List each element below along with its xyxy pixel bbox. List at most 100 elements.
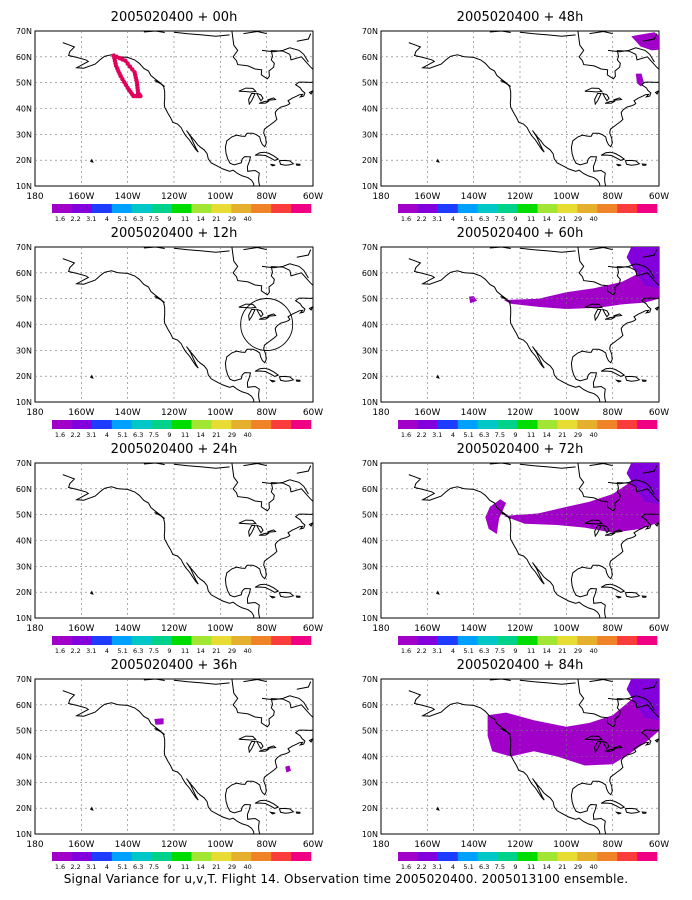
y-tick-label: 50N: [16, 727, 32, 736]
colorbar-label: 9: [167, 647, 171, 655]
colorbar-swatch: [477, 636, 498, 645]
island-outline: [308, 738, 313, 743]
panel-title: 2005020400 + 12h: [111, 226, 238, 241]
colorbar-swatch: [271, 204, 292, 213]
colorbar-label: 7.5: [495, 647, 505, 655]
x-tick-label: 60W: [649, 624, 669, 634]
y-tick-label: 70N: [362, 243, 378, 252]
colorbar-label: 2.2: [70, 215, 80, 223]
colorbar-swatch: [251, 420, 272, 429]
colorbar-swatch: [171, 636, 192, 645]
colorbar-label: 14: [197, 647, 205, 655]
island-outline: [90, 374, 94, 379]
island-outline: [436, 158, 440, 163]
colorbar-label: 21: [558, 215, 566, 223]
x-tick-label: 120W: [161, 408, 187, 418]
y-tick-label: 40N: [16, 105, 32, 114]
island-outline: [270, 163, 276, 167]
colorbar-label: 40: [244, 215, 252, 223]
coastline: [173, 247, 230, 253]
island-outline: [308, 306, 313, 311]
x-tick-label: 160W: [414, 408, 440, 418]
colorbar-swatch: [71, 204, 93, 213]
coastline: [607, 479, 655, 495]
y-tick-label: 50N: [362, 511, 378, 520]
y-tick-label: 50N: [362, 79, 378, 88]
x-tick-label: 160W: [414, 192, 440, 202]
lake-outline: [267, 745, 277, 749]
colorbar-swatch: [191, 852, 212, 861]
island-outline: [436, 806, 440, 811]
colorbar-label: 5.1: [117, 215, 127, 223]
panel-title: 2005020400 + 84h: [457, 658, 584, 673]
y-tick-label: 20N: [362, 372, 378, 381]
colorbar-label: 4: [451, 863, 455, 871]
colorbar-swatch: [271, 636, 292, 645]
colorbar-swatch: [111, 636, 132, 645]
island-outline: [600, 799, 626, 809]
island-outline: [90, 590, 94, 595]
colorbar-label: 5.1: [463, 215, 473, 223]
lake-outline: [601, 308, 610, 318]
y-tick-label: 60N: [16, 269, 32, 278]
colorbar-label: 14: [197, 431, 205, 439]
colorbar-label: 1.6: [401, 863, 411, 871]
coastline: [589, 679, 613, 683]
coastline: [607, 263, 655, 279]
colorbar-label: 1.6: [55, 863, 65, 871]
colorbar-label: 1.6: [55, 647, 65, 655]
lake-outline: [601, 92, 610, 102]
x-tick-label: 120W: [507, 408, 533, 418]
colorbar-swatch: [211, 636, 232, 645]
x-tick-label: 80W: [602, 192, 622, 202]
coastline: [577, 247, 659, 296]
colorbar-swatch: [417, 852, 439, 861]
colorbar-label: 3.1: [432, 431, 442, 439]
island-outline: [614, 595, 622, 599]
island-outline: [278, 159, 295, 166]
y-tick-label: 70N: [362, 27, 378, 36]
colorbar-swatch: [71, 420, 93, 429]
x-tick-label: 80W: [602, 408, 622, 418]
y-tick-label: 10N: [16, 614, 32, 623]
coastline: [607, 695, 655, 711]
panel-title: 2005020400 + 24h: [111, 442, 238, 457]
colorbar-label: 5.1: [463, 431, 473, 439]
x-tick-label: 120W: [161, 192, 187, 202]
island-outline: [295, 379, 301, 382]
coastline: [408, 474, 601, 618]
colorbar-label: 14: [543, 647, 551, 655]
signal-labrador: [626, 247, 659, 289]
x-tick-label: 100W: [553, 840, 579, 850]
colorbar-swatch: [497, 636, 518, 645]
colorbar-label: 3.1: [86, 431, 96, 439]
y-tick-label: 40N: [16, 753, 32, 762]
x-tick-label: 180: [26, 624, 43, 634]
colorbar-label: 21: [558, 863, 566, 871]
colorbar-label: 29: [228, 863, 236, 871]
y-tick-label: 20N: [362, 156, 378, 165]
island-outline: [278, 375, 295, 382]
lake-outline: [258, 100, 270, 104]
colorbar-label: 29: [228, 431, 236, 439]
lake-outline: [267, 313, 277, 317]
colorbar-label: 6.3: [133, 431, 143, 439]
coastline: [143, 247, 165, 249]
lake-outline: [238, 735, 257, 741]
coastline: [519, 31, 576, 37]
y-tick-label: 20N: [362, 588, 378, 597]
signal-labrador: [626, 679, 659, 721]
colorbar-label: 4: [105, 863, 109, 871]
colorbar-swatch: [231, 852, 252, 861]
island-outline: [278, 807, 295, 814]
colorbar-label: 7.5: [149, 863, 159, 871]
colorbar-label: 1.6: [401, 215, 411, 223]
x-tick-label: 120W: [161, 840, 187, 850]
colorbar-swatch: [617, 636, 638, 645]
island-outline: [295, 811, 301, 814]
signal-pacific-coast: [485, 499, 507, 534]
y-tick-label: 10N: [16, 398, 32, 407]
colorbar-label: 3.1: [432, 647, 442, 655]
colorbar-label: 3.1: [86, 215, 96, 223]
x-tick-label: 180: [372, 192, 389, 202]
